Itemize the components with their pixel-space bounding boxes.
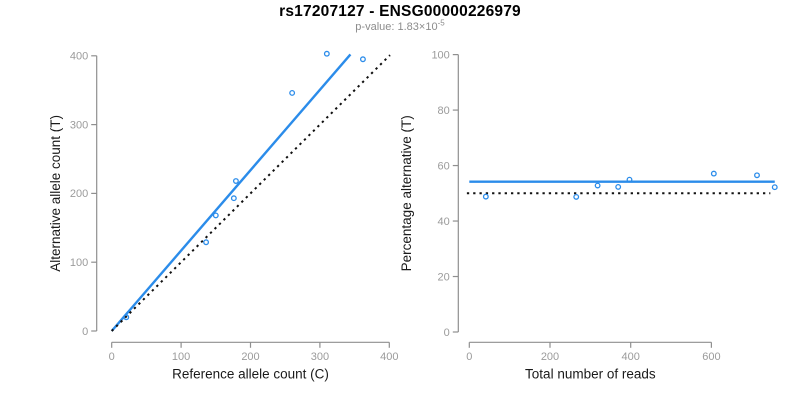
- y-tick-label: 40: [438, 216, 450, 228]
- y-tick-label: 400: [70, 51, 88, 63]
- data-point: [710, 170, 717, 177]
- data-point: [771, 184, 778, 191]
- p-value-text: p-value: 1.83×10: [355, 21, 438, 33]
- data-point: [754, 172, 760, 179]
- x-axis-title: Total number of reads: [525, 366, 656, 381]
- data-point: [594, 182, 601, 189]
- data-point: [289, 90, 296, 96]
- x-tick-label: 400: [622, 351, 640, 363]
- fitted-line: [110, 53, 352, 332]
- data-point: [123, 314, 130, 321]
- data-point: [626, 176, 633, 183]
- y-tick-label: 0: [82, 326, 88, 338]
- x-tick-label: 0: [109, 351, 115, 363]
- figure-subtitle: p-value: 1.83×10-5: [0, 18, 800, 33]
- y-tick-label: 0: [444, 327, 450, 339]
- y-tick-label: 300: [70, 119, 88, 131]
- y-tick-label: 100: [431, 49, 449, 61]
- x-tick-label: 100: [172, 351, 190, 363]
- x-tick-label: 200: [541, 351, 559, 363]
- data-point: [615, 183, 622, 190]
- figure-title: rs17207127 - ENSG00000226979: [279, 3, 521, 20]
- data-point: [482, 193, 489, 200]
- data-point: [359, 56, 366, 63]
- right-chart: 0 20 40 60 80 100 0 200 400 600 Total number of re…: [399, 49, 778, 381]
- data-point: [203, 239, 210, 246]
- y-tick-label: 100: [70, 257, 88, 269]
- left-chart: 0 100 200 300 400 0 100 200 300 400 Reference alle…: [48, 51, 398, 382]
- y-tick-label: 200: [70, 188, 88, 200]
- p-value-exponent: -5: [437, 18, 445, 28]
- data-point: [573, 193, 580, 200]
- data-point: [323, 50, 330, 57]
- y-tick-label: 80: [438, 105, 450, 117]
- data-point: [230, 195, 237, 202]
- data-point: [232, 178, 239, 184]
- x-tick-label: 400: [380, 351, 398, 363]
- x-tick-label: 300: [311, 351, 329, 363]
- x-axis-title: Reference allele count (C): [172, 366, 329, 381]
- data-point: [212, 212, 219, 219]
- x-tick-label: 0: [466, 351, 472, 363]
- x-tick-label: 600: [702, 351, 720, 363]
- y-tick-label: 60: [438, 160, 450, 172]
- identity-line: [110, 54, 391, 332]
- y-axis-title: Alternative allele count (T): [48, 115, 63, 272]
- x-tick-label: 200: [241, 351, 259, 363]
- y-tick-label: 20: [438, 271, 450, 283]
- y-axis-title: Percentage alternative (T): [399, 115, 414, 271]
